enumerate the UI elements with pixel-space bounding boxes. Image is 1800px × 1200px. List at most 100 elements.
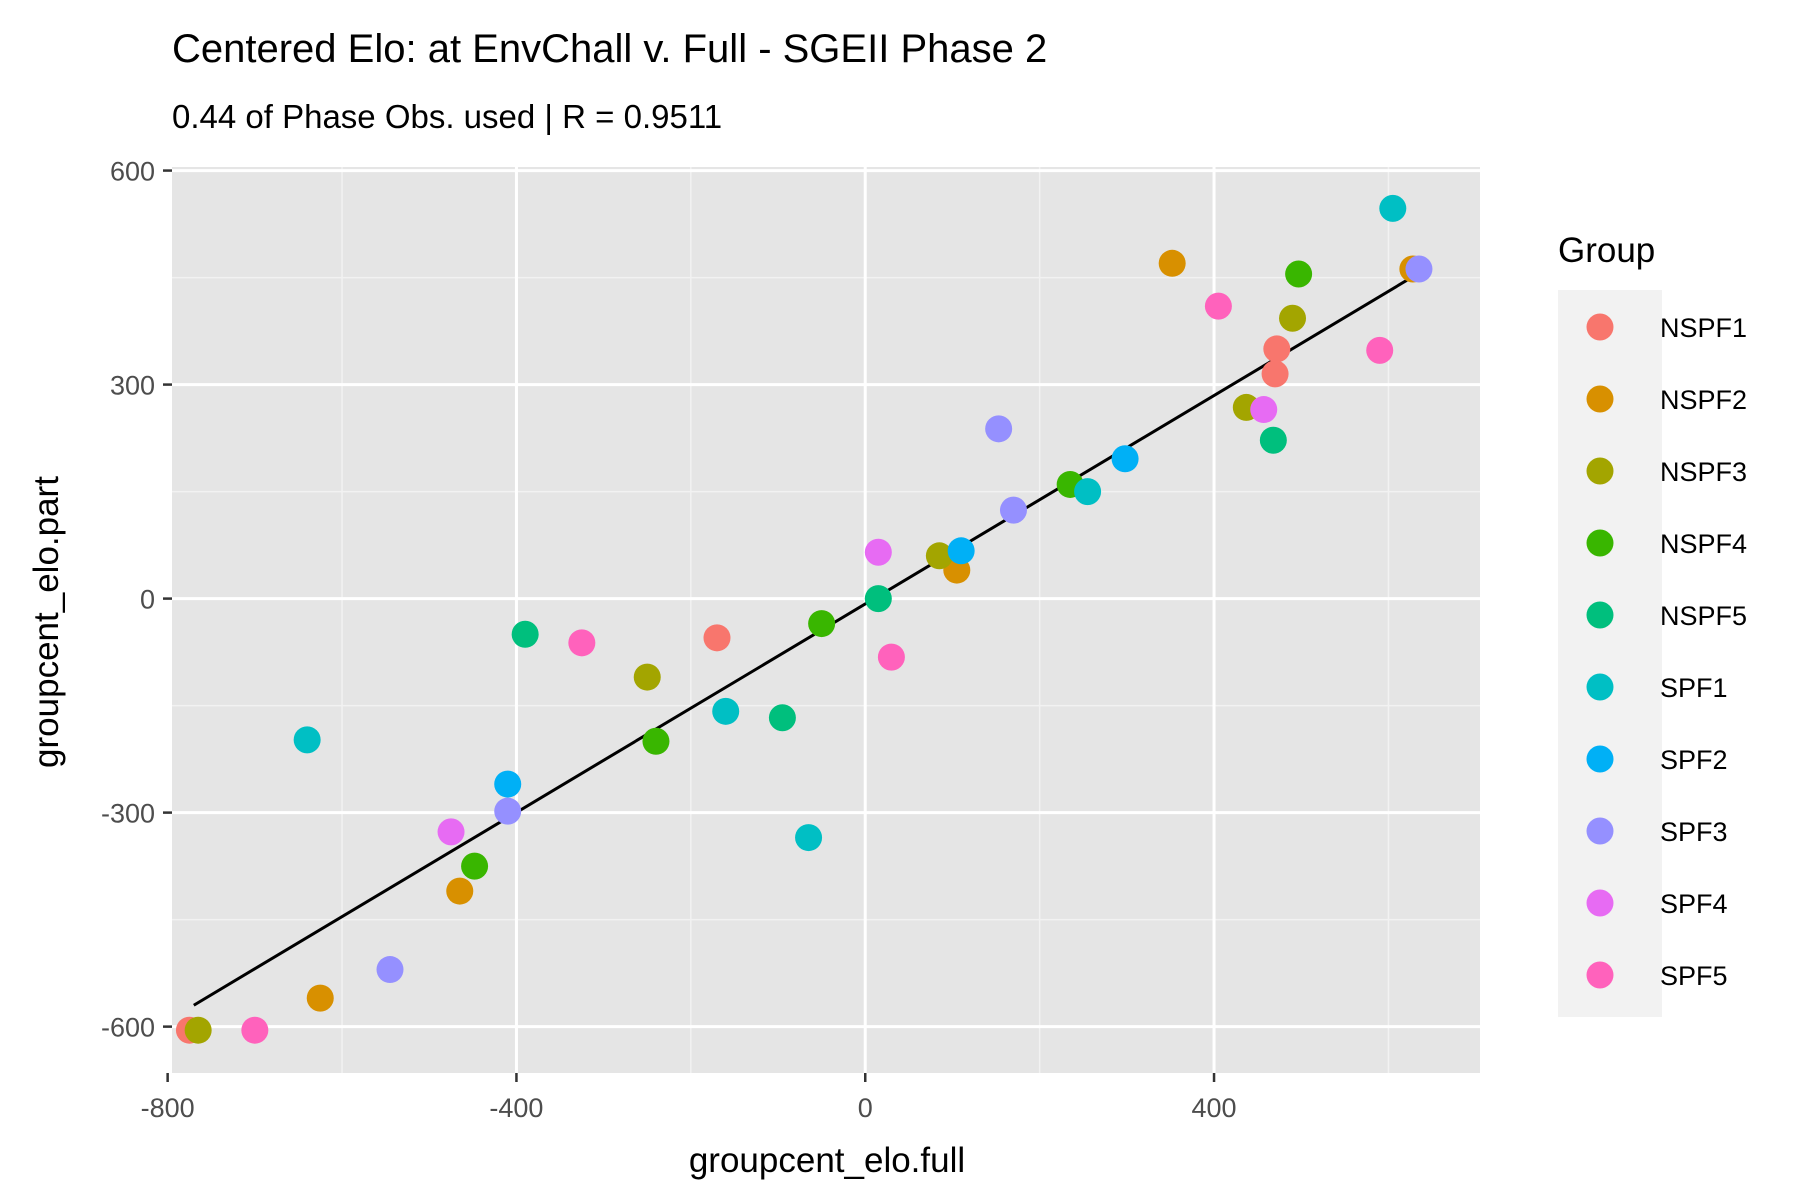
data-point xyxy=(808,610,836,638)
data-point xyxy=(568,629,596,657)
legend-label: NSPF4 xyxy=(1660,529,1747,559)
series-nspf2 xyxy=(306,249,1427,1012)
y-axis-title: groupcent_elo.part xyxy=(27,476,66,768)
data-point xyxy=(925,542,953,570)
major-gridlines xyxy=(166,167,1480,1073)
fit-line-layer xyxy=(193,269,1425,1007)
legend-item-spf1: SPF1 xyxy=(1586,673,1728,703)
data-point xyxy=(877,643,905,671)
legend-label: SPF5 xyxy=(1660,961,1728,991)
data-point xyxy=(511,620,539,648)
minor-gridlines xyxy=(172,167,1480,1073)
data-point xyxy=(1074,478,1102,506)
data-point xyxy=(642,727,670,755)
data-point xyxy=(494,770,522,798)
data-point xyxy=(1158,249,1186,277)
data-point xyxy=(947,537,975,565)
legend: Group NSPF1 NSPF2 NSPF3 NSPF4 NSPF5 SPF1 SPF2 S… xyxy=(1558,231,1747,1017)
legend-item-nspf5: NSPF5 xyxy=(1586,601,1747,631)
data-point xyxy=(999,496,1027,524)
legend-item-nspf1: NSPF1 xyxy=(1586,313,1747,343)
chart-title: Centered Elo: at EnvChall v. Full - SGEI… xyxy=(172,27,1047,71)
legend-key xyxy=(1586,817,1614,845)
data-point xyxy=(376,956,404,984)
y-tick-label: 600 xyxy=(110,157,155,187)
legend-title: Group xyxy=(1558,231,1655,270)
data-point xyxy=(864,585,892,613)
series-spf1 xyxy=(293,194,1407,852)
legend-key xyxy=(1586,673,1614,701)
data-point xyxy=(864,538,892,566)
x-tick-label: -400 xyxy=(489,1093,543,1123)
legend-label: SPF4 xyxy=(1660,889,1728,919)
y-tick-label: 300 xyxy=(110,371,155,401)
data-point xyxy=(494,797,522,825)
series-nspf5 xyxy=(511,426,1287,732)
series-nspf3 xyxy=(184,304,1307,1044)
series-spf4 xyxy=(437,396,1278,846)
y-axis: 600 300 0 -300 -600 xyxy=(101,157,172,1043)
data-point xyxy=(795,824,823,852)
legend-item-nspf3: NSPF3 xyxy=(1586,457,1747,487)
data-point xyxy=(241,1016,269,1044)
legend-key xyxy=(1586,961,1614,989)
data-point xyxy=(1285,260,1313,288)
data-point xyxy=(306,984,334,1012)
data-point xyxy=(633,663,661,691)
legend-key xyxy=(1586,601,1614,629)
series-spf2 xyxy=(494,445,1139,798)
legend-item-spf2: SPF2 xyxy=(1586,745,1728,775)
data-point xyxy=(1111,445,1139,473)
legend-item-spf3: SPF3 xyxy=(1586,817,1728,847)
y-tick-label: -300 xyxy=(101,799,155,829)
data-point xyxy=(1366,336,1394,364)
x-axis: -800 -400 0 400 xyxy=(141,1073,1237,1123)
data-point xyxy=(446,877,474,905)
legend-key xyxy=(1586,457,1614,485)
x-tick-label: 0 xyxy=(858,1093,873,1123)
x-axis-title: groupcent_elo.full xyxy=(689,1141,965,1180)
legend-item-spf5: SPF5 xyxy=(1586,961,1728,991)
data-point xyxy=(1261,360,1289,388)
data-point xyxy=(461,852,489,880)
y-tick-label: -600 xyxy=(101,1013,155,1043)
x-tick-label: -800 xyxy=(141,1093,195,1123)
data-point xyxy=(985,415,1013,443)
legend-item-spf4: SPF4 xyxy=(1586,889,1728,919)
data-point xyxy=(1259,426,1287,454)
legend-label: NSPF5 xyxy=(1660,601,1747,631)
series-spf3 xyxy=(376,255,1433,984)
legend-label: NSPF2 xyxy=(1660,385,1747,415)
data-point xyxy=(1279,304,1307,332)
y-tick-label: 0 xyxy=(140,585,155,615)
legend-label: SPF1 xyxy=(1660,673,1728,703)
data-point xyxy=(184,1016,212,1044)
data-point xyxy=(437,818,465,846)
data-point xyxy=(293,726,321,754)
data-point xyxy=(1379,194,1407,222)
legend-label: NSPF3 xyxy=(1660,457,1747,487)
data-point xyxy=(1204,292,1232,320)
series-nspf4 xyxy=(461,260,1313,880)
series-spf5 xyxy=(241,292,1394,1044)
legend-label: SPF2 xyxy=(1660,745,1728,775)
data-point xyxy=(1250,396,1278,424)
data-point xyxy=(703,624,731,652)
data-point xyxy=(768,704,796,732)
legend-key xyxy=(1586,529,1614,557)
legend-item-nspf4: NSPF4 xyxy=(1586,529,1747,559)
legend-key xyxy=(1586,313,1614,341)
fit-line xyxy=(193,269,1425,1007)
legend-key xyxy=(1586,385,1614,413)
data-points xyxy=(175,194,1433,1044)
legend-label: SPF3 xyxy=(1660,817,1728,847)
data-point xyxy=(1263,335,1291,363)
data-point xyxy=(1405,255,1433,283)
x-tick-label: 400 xyxy=(1192,1093,1237,1123)
chart-subtitle: 0.44 of Phase Obs. used | R = 0.9511 xyxy=(172,98,722,135)
legend-key xyxy=(1586,889,1614,917)
legend-item-nspf2: NSPF2 xyxy=(1586,385,1747,415)
legend-label: NSPF1 xyxy=(1660,313,1747,343)
legend-key xyxy=(1586,745,1614,773)
